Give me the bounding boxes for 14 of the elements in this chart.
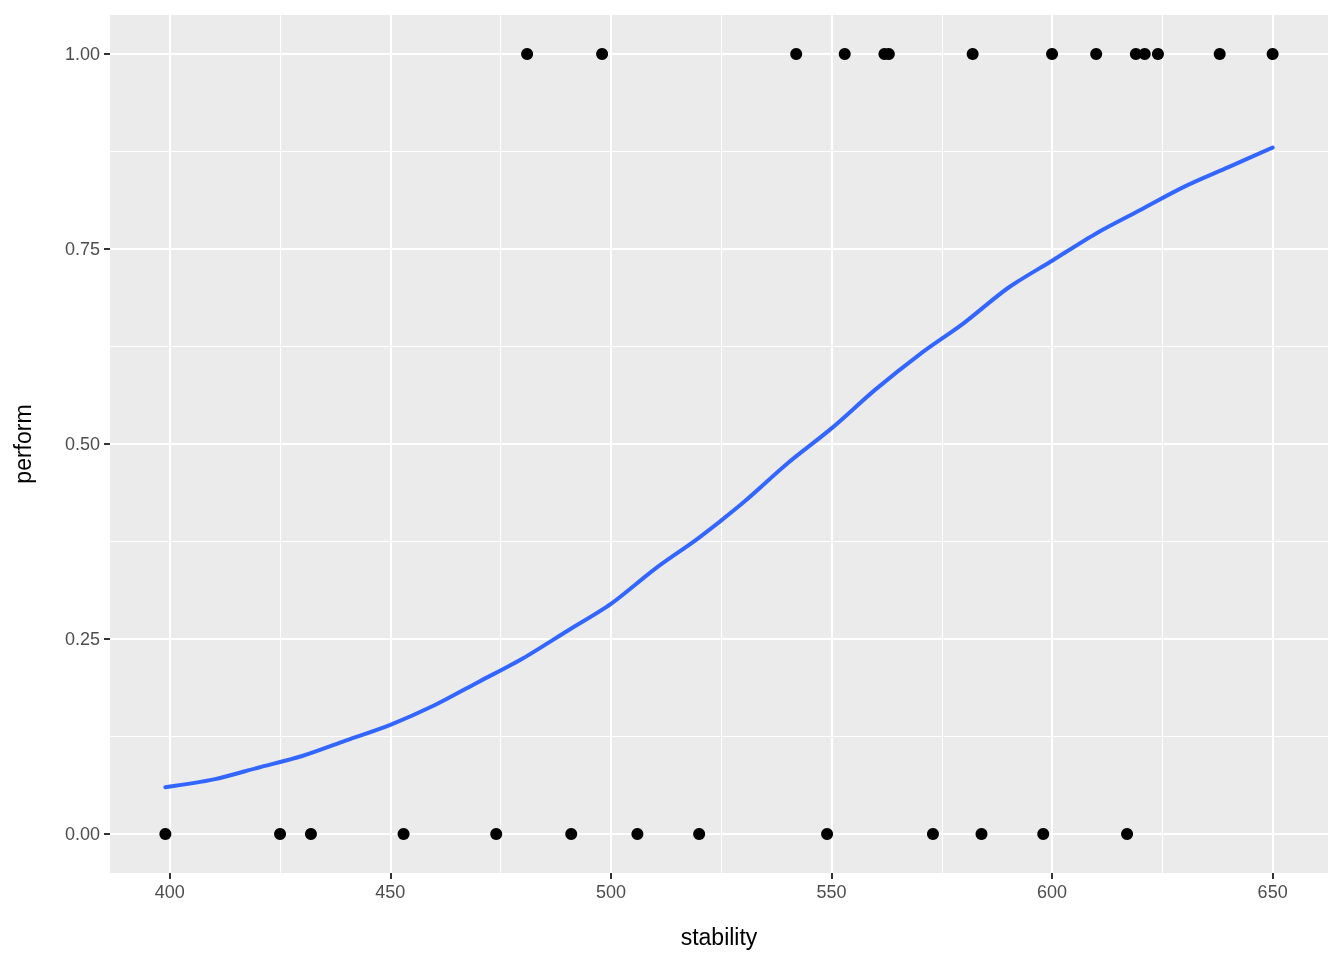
x-axis-title: stability bbox=[680, 923, 758, 950]
x-tick-label: 500 bbox=[595, 882, 626, 902]
line-series bbox=[163, 145, 1275, 790]
y-tick-label: 1.00 bbox=[64, 44, 100, 64]
y-tick-label: 0.00 bbox=[64, 824, 100, 844]
x-tick-label: 550 bbox=[816, 882, 847, 902]
x-tick-label: 400 bbox=[154, 882, 185, 902]
x-tick-label: 600 bbox=[1037, 882, 1068, 902]
x-tick-label: 650 bbox=[1257, 882, 1288, 902]
y-tick-label: 0.75 bbox=[64, 239, 100, 259]
y-tick-label: 0.25 bbox=[64, 629, 100, 649]
y-axis-title: perform bbox=[9, 404, 36, 484]
x-tick-label: 450 bbox=[375, 882, 406, 902]
y-tick-label: 0.50 bbox=[64, 434, 100, 454]
